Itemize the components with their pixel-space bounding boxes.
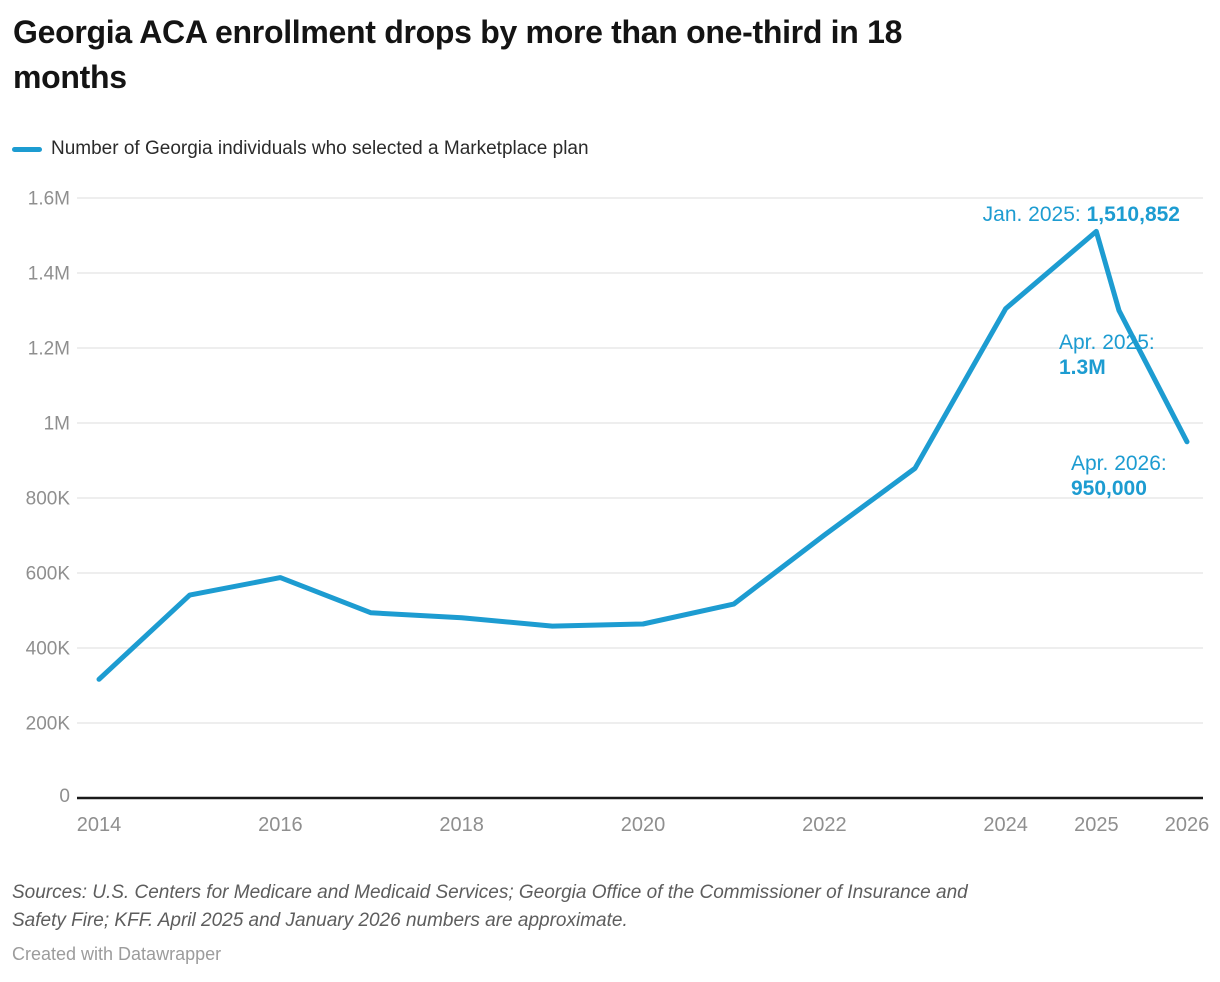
x-tick-label-2025: 2025: [1074, 814, 1119, 836]
x-tick-label-2024: 2024: [983, 814, 1028, 836]
y-tick-label-1M: 1M: [44, 414, 70, 435]
page-title-line-2: months: [13, 59, 127, 95]
y-tick-label-200K: 200K: [26, 714, 71, 735]
y-tick-label-800K: 800K: [26, 489, 71, 510]
legend-line-swatch-icon: [12, 146, 42, 152]
enrollment-data-line: [96, 228, 1190, 682]
x-tick-label-2022: 2022: [802, 814, 847, 836]
page-title-line-1: Georgia ACA enrollment drops by more tha…: [13, 14, 903, 50]
x-tick-label-2026: 2026: [1165, 814, 1210, 836]
sources-line-2: Safety Fire; KFF. April 2025 and January…: [12, 909, 628, 931]
x-tick-label-2018: 2018: [439, 814, 484, 836]
legend: Number of Georgia individuals who select…: [12, 138, 589, 160]
page-title: Georgia ACA enrollment drops by more tha…: [13, 10, 1203, 100]
legend-label: Number of Georgia individuals who select…: [51, 138, 589, 159]
y-tick-label-0: 0: [59, 786, 70, 807]
datawrapper-attribution: Created with Datawrapper: [12, 944, 222, 964]
sources-note: Sources: U.S. Centers for Medicare and M…: [12, 879, 1208, 934]
y-tick-label-1.4M: 1.4M: [28, 264, 70, 285]
x-tick-label-2020: 2020: [621, 814, 666, 836]
y-tick-label-1.6M: 1.6M: [28, 189, 70, 210]
x-tick-label-2014: 2014: [77, 814, 122, 836]
sources-line-1: Sources: U.S. Centers for Medicare and M…: [12, 882, 968, 903]
x-tick-label-2016: 2016: [258, 814, 303, 836]
y-tick-label-400K: 400K: [26, 639, 71, 660]
y-tick-label-600K: 600K: [26, 564, 71, 585]
y-tick-label-1.2M: 1.2M: [28, 339, 70, 360]
